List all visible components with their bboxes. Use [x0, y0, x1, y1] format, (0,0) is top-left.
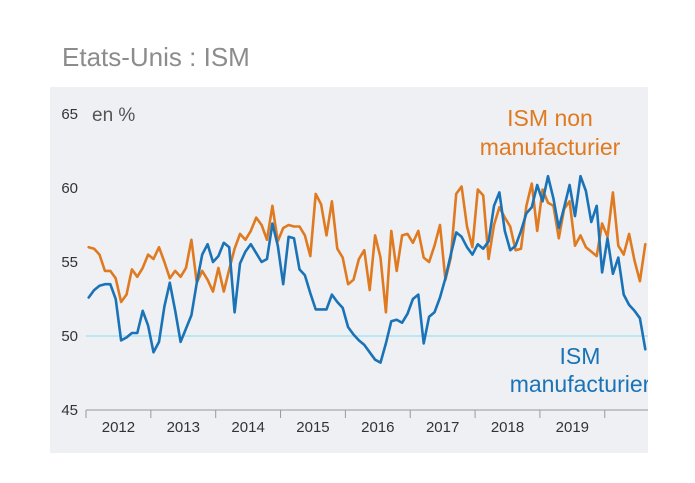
series-label-non-manufacturier-line-2: manufacturier: [480, 134, 621, 160]
series-label-manufacturier-line-1: ISM: [560, 343, 601, 369]
y-tick-label: 50: [61, 328, 78, 345]
series-layer: [87, 174, 647, 364]
y-tick-label: 65: [61, 106, 78, 123]
chart-panel: 45 50 55 60 65 en % 2012 2013 2014 2015 2016 2017 20…: [50, 87, 648, 453]
x-tick-label: 2012: [102, 419, 135, 436]
series-line-ism-non-manufacturier: [87, 182, 647, 314]
line-chart: 45 50 55 60 65 en % 2012 2013 2014 2015 2016 2017 20…: [61, 105, 648, 436]
chart-title: Etats-Unis : ISM: [62, 42, 250, 72]
x-tick-label: 2018: [491, 419, 524, 436]
x-tick-label: 2019: [556, 419, 589, 436]
x-tick-label: 2017: [426, 419, 459, 436]
x-tick-label: 2013: [167, 419, 200, 436]
x-tick-label: 2016: [361, 419, 394, 436]
series-line-ism-manufacturier: [87, 174, 647, 364]
series-label-manufacturier-line-2: manufacturier: [510, 371, 648, 397]
y-tick-label: 55: [61, 254, 78, 271]
x-tick-label: 2015: [296, 419, 329, 436]
y-tick-label: 60: [61, 180, 78, 197]
y-tick-label: 45: [61, 402, 78, 419]
axis-layer: 45 50 55 60 65 en % 2012 2013 2014 2015 2016 2017 20…: [61, 105, 648, 436]
y-axis-unit: en %: [92, 105, 135, 126]
x-tick-label: 2014: [231, 419, 264, 436]
series-label-non-manufacturier-line-1: ISM non: [507, 105, 593, 131]
